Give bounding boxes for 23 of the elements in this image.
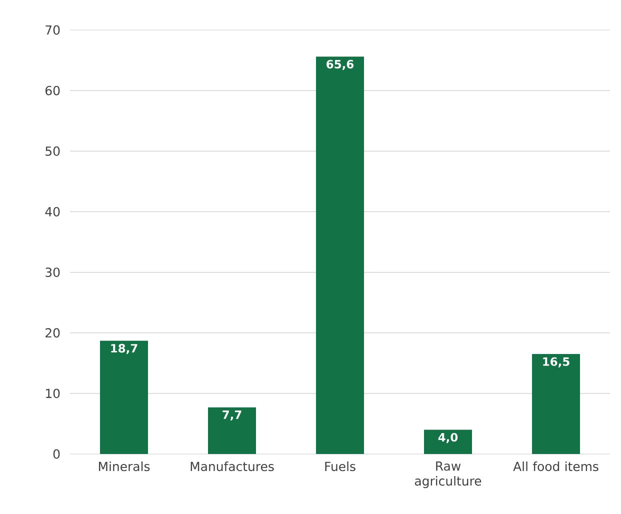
x-tick-label: Minerals	[98, 462, 150, 472]
data-label: 16,5	[543, 357, 570, 368]
y-tick-label: 0	[53, 449, 60, 459]
y-tick-label: 70	[46, 25, 60, 35]
x-tick-label: Raw agriculture	[414, 462, 482, 488]
y-tick-label: 20	[46, 328, 60, 338]
y-tick-label: 10	[46, 388, 60, 398]
bar	[208, 407, 256, 454]
data-label: 4,0	[438, 432, 458, 444]
data-label: 7,7	[222, 410, 242, 421]
x-tick-label: Manufactures	[190, 462, 274, 472]
x-tick-label: Fuels	[325, 462, 356, 472]
data-label: 65,6	[326, 60, 354, 70]
y-tick-label: 60	[46, 86, 60, 96]
bar	[424, 430, 472, 454]
bar	[532, 354, 580, 454]
bar	[100, 340, 148, 454]
bar	[316, 56, 364, 454]
y-tick-label: 40	[45, 207, 60, 216]
data-label: 18,7	[111, 344, 138, 354]
x-tick-label: All food items	[513, 462, 598, 472]
y-tick-label: 50	[46, 146, 60, 156]
y-tick-label: 30	[46, 268, 60, 277]
